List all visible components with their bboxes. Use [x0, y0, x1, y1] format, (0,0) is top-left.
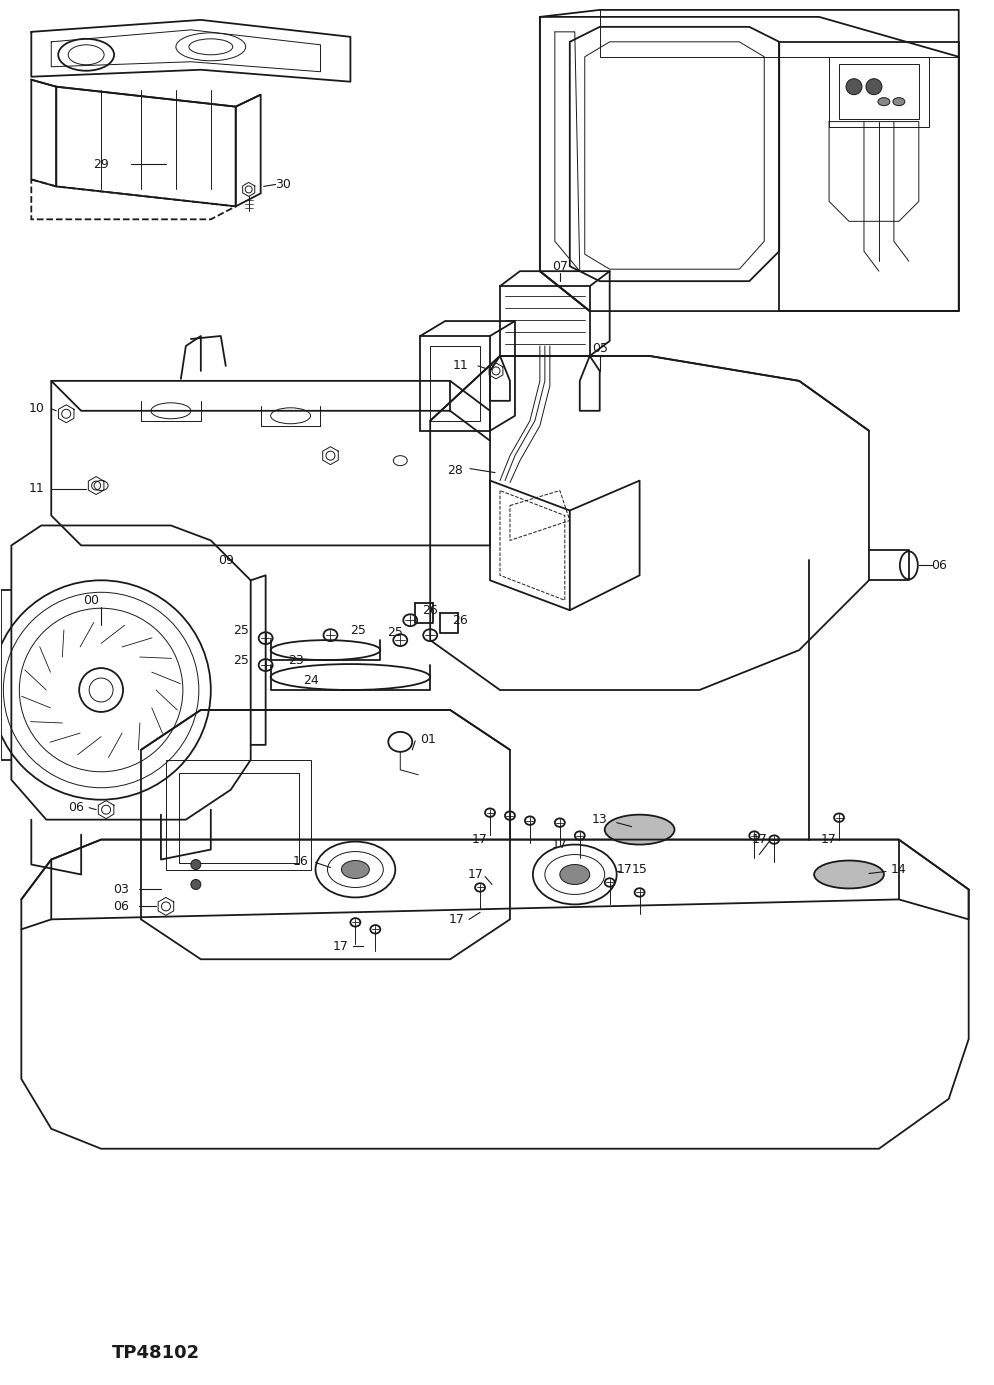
Text: 17: 17 — [471, 834, 487, 846]
Ellipse shape — [191, 860, 201, 870]
Bar — [838, 64, 917, 119]
Text: 01: 01 — [419, 734, 435, 747]
Text: 25: 25 — [350, 623, 366, 637]
Ellipse shape — [560, 864, 589, 885]
Text: 03: 03 — [113, 884, 129, 896]
Text: 17: 17 — [552, 838, 568, 850]
Text: 28: 28 — [446, 464, 462, 476]
Text: 17: 17 — [750, 834, 766, 846]
Bar — [828, 57, 927, 126]
Text: 06: 06 — [69, 801, 84, 814]
Bar — [429, 346, 479, 421]
Text: 13: 13 — [591, 813, 607, 825]
Ellipse shape — [892, 98, 904, 105]
Text: 05: 05 — [591, 342, 607, 356]
Ellipse shape — [341, 860, 369, 878]
Text: 17: 17 — [332, 940, 348, 953]
Ellipse shape — [877, 98, 889, 105]
Text: 17: 17 — [447, 913, 463, 925]
Text: 26: 26 — [452, 614, 467, 626]
Text: 10: 10 — [28, 402, 44, 416]
Text: 06: 06 — [113, 900, 129, 913]
Text: TP48102: TP48102 — [111, 1345, 200, 1363]
Text: 09: 09 — [218, 554, 234, 566]
Text: 30: 30 — [274, 177, 290, 191]
Text: 15: 15 — [631, 863, 647, 875]
Text: 16: 16 — [292, 855, 308, 868]
Text: 25: 25 — [233, 654, 248, 666]
Ellipse shape — [865, 79, 881, 94]
Ellipse shape — [191, 879, 201, 889]
Text: 17: 17 — [467, 868, 483, 881]
Ellipse shape — [845, 79, 861, 94]
Text: 17: 17 — [820, 834, 836, 846]
Text: 25: 25 — [387, 626, 403, 638]
Text: 06: 06 — [930, 560, 945, 572]
Text: 14: 14 — [890, 863, 906, 875]
Text: 11: 11 — [29, 482, 44, 494]
Text: 29: 29 — [93, 158, 109, 170]
Text: 23: 23 — [287, 654, 303, 666]
Text: 26: 26 — [421, 604, 437, 616]
Text: 17: 17 — [616, 863, 632, 875]
Ellipse shape — [813, 860, 883, 888]
Ellipse shape — [80, 668, 123, 712]
Bar — [179, 773, 298, 863]
Bar — [166, 760, 310, 870]
Text: 00: 00 — [83, 594, 99, 607]
Text: 24: 24 — [302, 673, 318, 687]
Text: 25: 25 — [233, 623, 248, 637]
Ellipse shape — [604, 814, 674, 845]
Text: 07: 07 — [552, 260, 568, 273]
Text: 11: 11 — [452, 360, 467, 373]
